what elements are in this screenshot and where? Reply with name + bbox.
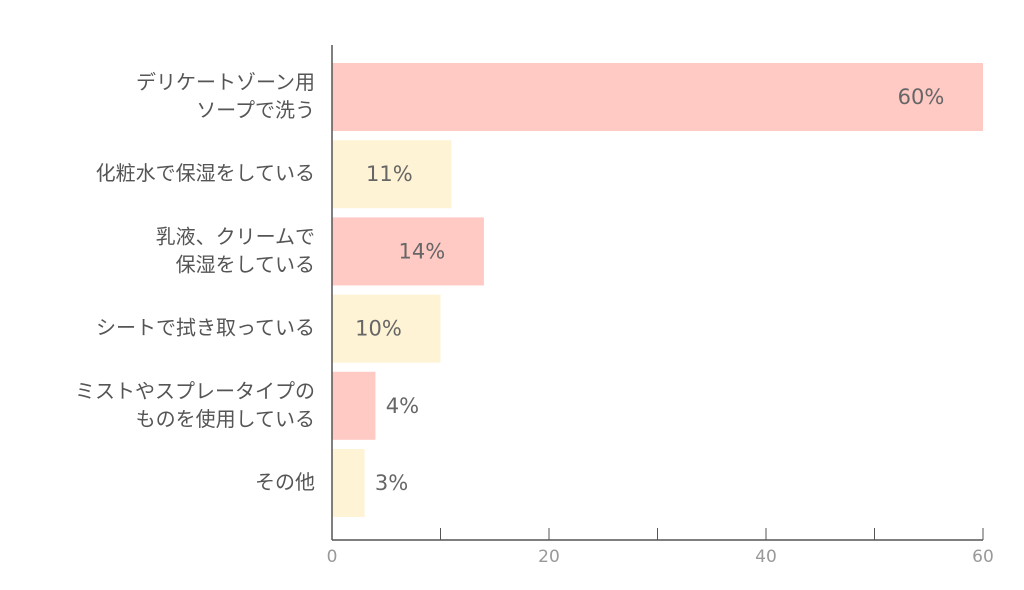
category-line: シートで拭き取っている	[96, 315, 315, 339]
value-label: 10%	[355, 317, 402, 341]
bar	[332, 63, 983, 131]
category-line: デリケートゾーン用	[136, 70, 315, 94]
bar	[332, 371, 376, 440]
category-label: 乳液、クリームで保湿をしている	[156, 224, 315, 276]
x-tick-label: 0	[327, 547, 338, 567]
x-tick-label: 20	[538, 547, 560, 567]
category-line: 乳液、クリームで	[156, 224, 315, 248]
category-line: 化粧水で保湿をしている	[96, 161, 315, 185]
category-line: その他	[255, 470, 315, 494]
category-line: ソープで洗う	[196, 98, 315, 122]
value-label: 14%	[399, 239, 446, 263]
category-label: 化粧水で保湿をしている	[96, 161, 315, 185]
bar	[332, 140, 452, 209]
bar	[332, 217, 484, 286]
category-line: ミストやスプレータイプの	[75, 378, 315, 402]
category-line: 保湿をしている	[176, 252, 315, 276]
value-label: 11%	[366, 162, 413, 186]
category-label: シートで拭き取っている	[96, 315, 315, 339]
bar	[332, 449, 365, 517]
value-label: 4%	[386, 394, 419, 418]
x-tick-label: 40	[755, 547, 777, 567]
x-tick-label: 60	[972, 547, 994, 567]
category-label: その他	[255, 470, 315, 494]
category-line: ものを使用している	[136, 406, 315, 430]
bar	[332, 294, 441, 363]
category-label: ミストやスプレータイプのものを使用している	[75, 378, 315, 430]
value-label: 3%	[375, 471, 408, 495]
value-label: 60%	[898, 85, 945, 109]
category-label: デリケートゾーン用ソープで洗う	[136, 70, 315, 122]
